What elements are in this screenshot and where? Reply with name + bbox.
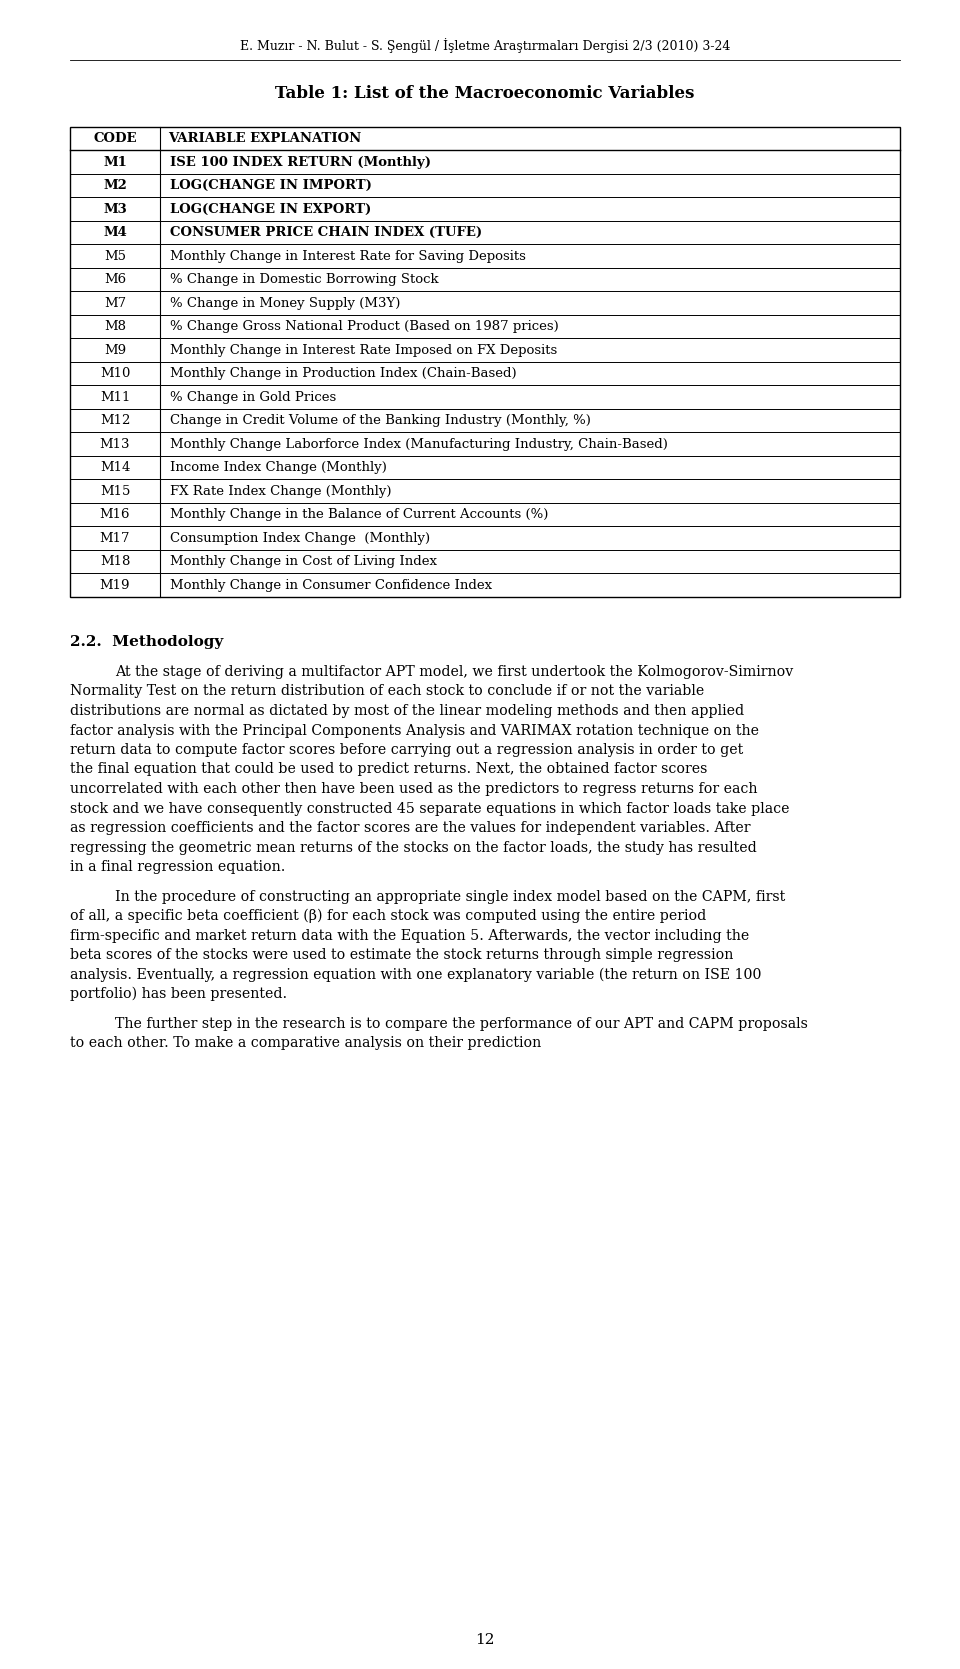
Text: M9: M9 <box>104 344 126 357</box>
Text: Change in Credit Volume of the Banking Industry (Monthly, %): Change in Credit Volume of the Banking I… <box>170 414 590 427</box>
Text: The further step in the research is to compare the performance of our APT and CA: The further step in the research is to c… <box>115 1016 808 1030</box>
Text: as regression coefficients and the factor scores are the values for independent : as regression coefficients and the facto… <box>70 821 751 834</box>
Text: M18: M18 <box>100 556 131 567</box>
Text: Monthly Change in Production Index (Chain-Based): Monthly Change in Production Index (Chai… <box>170 367 516 381</box>
Text: to each other. To make a comparative analysis on their prediction: to each other. To make a comparative ana… <box>70 1036 541 1050</box>
Text: portfolio) has been presented.: portfolio) has been presented. <box>70 986 287 1001</box>
Text: Monthly Change in Cost of Living Index: Monthly Change in Cost of Living Index <box>170 556 437 567</box>
Text: E. Muzır - N. Bulut - S. Şengül / İşletme Araştırmaları Dergisi 2/3 (2010) 3-24: E. Muzır - N. Bulut - S. Şengül / İşletm… <box>240 38 731 53</box>
Text: Monthly Change in Interest Rate Imposed on FX Deposits: Monthly Change in Interest Rate Imposed … <box>170 344 557 357</box>
Text: M13: M13 <box>100 437 131 451</box>
Text: FX Rate Index Change (Monthly): FX Rate Index Change (Monthly) <box>170 484 392 497</box>
Text: analysis. Eventually, a regression equation with one explanatory variable (the r: analysis. Eventually, a regression equat… <box>70 968 761 981</box>
Text: M4: M4 <box>103 227 127 239</box>
Text: % Change in Money Supply (M3Y): % Change in Money Supply (M3Y) <box>170 297 400 310</box>
Text: At the stage of deriving a multifactor APT model, we first undertook the Kolmogo: At the stage of deriving a multifactor A… <box>115 664 793 679</box>
Text: the final equation that could be used to predict returns. Next, the obtained fac: the final equation that could be used to… <box>70 763 708 776</box>
Text: M16: M16 <box>100 509 131 521</box>
Text: LOG(CHANGE IN IMPORT): LOG(CHANGE IN IMPORT) <box>170 179 372 192</box>
Text: 2.2.  Methodology: 2.2. Methodology <box>70 634 224 649</box>
Bar <box>70 127 900 598</box>
Text: M14: M14 <box>100 461 131 474</box>
Text: distributions are normal as dictated by most of the linear modeling methods and : distributions are normal as dictated by … <box>70 704 744 718</box>
Text: factor analysis with the Principal Components Analysis and VARIMAX rotation tech: factor analysis with the Principal Compo… <box>70 723 759 738</box>
Text: M15: M15 <box>100 484 131 497</box>
Text: LOG(CHANGE IN EXPORT): LOG(CHANGE IN EXPORT) <box>170 202 372 215</box>
Text: 12: 12 <box>475 1632 494 1647</box>
Text: firm-specific and market return data with the Equation 5. Afterwards, the vector: firm-specific and market return data wit… <box>70 928 749 943</box>
Text: M10: M10 <box>100 367 131 381</box>
Text: Monthly Change Laborforce Index (Manufacturing Industry, Chain-Based): Monthly Change Laborforce Index (Manufac… <box>170 437 668 451</box>
Text: M2: M2 <box>103 179 127 192</box>
Text: M3: M3 <box>103 202 127 215</box>
Text: Monthly Change in Consumer Confidence Index: Monthly Change in Consumer Confidence In… <box>170 579 492 592</box>
Text: % Change Gross National Product (Based on 1987 prices): % Change Gross National Product (Based o… <box>170 320 559 334</box>
Text: Normality Test on the return distribution of each stock to conclude if or not th: Normality Test on the return distributio… <box>70 684 705 699</box>
Text: Table 1: List of the Macroeconomic Variables: Table 1: List of the Macroeconomic Varia… <box>276 85 695 102</box>
Text: In the procedure of constructing an appropriate single index model based on the : In the procedure of constructing an appr… <box>115 890 785 903</box>
Text: Monthly Change in the Balance of Current Accounts (%): Monthly Change in the Balance of Current… <box>170 509 548 521</box>
Text: uncorrelated with each other then have been used as the predictors to regress re: uncorrelated with each other then have b… <box>70 783 757 796</box>
Text: ISE 100 INDEX RETURN (Monthly): ISE 100 INDEX RETURN (Monthly) <box>170 155 431 169</box>
Text: beta scores of the stocks were used to estimate the stock returns through simple: beta scores of the stocks were used to e… <box>70 948 733 961</box>
Text: M17: M17 <box>100 532 131 544</box>
Text: CONSUMER PRICE CHAIN INDEX (TUFE): CONSUMER PRICE CHAIN INDEX (TUFE) <box>170 227 482 239</box>
Text: return data to compute factor scores before carrying out a regression analysis i: return data to compute factor scores bef… <box>70 743 743 758</box>
Text: regressing the geometric mean returns of the stocks on the factor loads, the stu: regressing the geometric mean returns of… <box>70 841 756 855</box>
Text: M5: M5 <box>104 250 126 262</box>
Text: Income Index Change (Monthly): Income Index Change (Monthly) <box>170 461 387 474</box>
Text: in a final regression equation.: in a final regression equation. <box>70 860 285 875</box>
Text: % Change in Gold Prices: % Change in Gold Prices <box>170 391 336 404</box>
Text: M7: M7 <box>104 297 126 310</box>
Text: of all, a specific beta coefficient (β) for each stock was computed using the en: of all, a specific beta coefficient (β) … <box>70 910 707 923</box>
Text: M11: M11 <box>100 391 131 404</box>
Text: Consumption Index Change  (Monthly): Consumption Index Change (Monthly) <box>170 532 430 544</box>
Text: CODE: CODE <box>93 132 136 145</box>
Text: M8: M8 <box>104 320 126 334</box>
Text: M1: M1 <box>103 155 127 169</box>
Text: stock and we have consequently constructed 45 separate equations in which factor: stock and we have consequently construct… <box>70 801 789 816</box>
Text: M6: M6 <box>104 274 126 287</box>
Text: M12: M12 <box>100 414 131 427</box>
Text: Monthly Change in Interest Rate for Saving Deposits: Monthly Change in Interest Rate for Savi… <box>170 250 526 262</box>
Text: % Change in Domestic Borrowing Stock: % Change in Domestic Borrowing Stock <box>170 274 439 287</box>
Text: VARIABLE EXPLANATION: VARIABLE EXPLANATION <box>168 132 361 145</box>
Text: M19: M19 <box>100 579 131 592</box>
